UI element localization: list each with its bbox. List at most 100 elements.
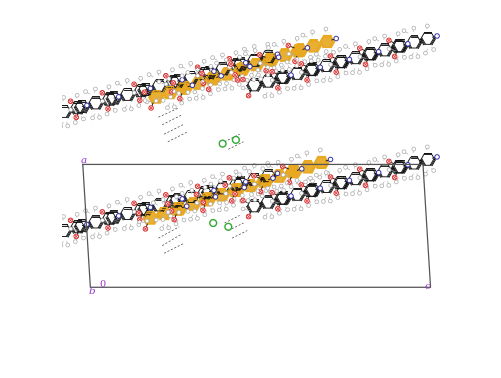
Circle shape [295,36,299,40]
Polygon shape [157,208,170,220]
Circle shape [246,93,250,98]
Circle shape [148,86,152,91]
Circle shape [211,188,216,193]
Circle shape [85,103,89,108]
Circle shape [171,81,175,85]
Circle shape [382,34,386,38]
Circle shape [272,185,276,189]
Circle shape [372,158,376,161]
Circle shape [180,192,184,195]
Circle shape [299,62,303,66]
Circle shape [52,98,56,102]
Circle shape [85,222,89,227]
Polygon shape [293,44,306,56]
Circle shape [256,189,260,193]
Circle shape [288,73,293,77]
Circle shape [98,116,101,119]
Circle shape [249,192,253,196]
Polygon shape [285,166,299,178]
Circle shape [328,54,332,58]
Circle shape [272,66,276,70]
Circle shape [304,199,309,203]
Polygon shape [233,64,247,75]
Circle shape [74,115,78,119]
Circle shape [386,168,390,172]
Circle shape [281,173,285,177]
Circle shape [222,183,227,187]
Circle shape [240,198,244,203]
Circle shape [195,67,199,71]
Polygon shape [176,82,190,94]
Circle shape [245,78,248,82]
Polygon shape [172,203,186,215]
Circle shape [188,217,192,221]
Circle shape [169,90,173,94]
Circle shape [228,62,232,67]
Circle shape [353,163,357,167]
Circle shape [285,60,289,64]
Circle shape [318,148,322,152]
Circle shape [270,70,274,74]
Circle shape [252,182,256,186]
Circle shape [200,200,205,204]
Circle shape [276,160,280,164]
Circle shape [376,50,380,54]
Circle shape [224,58,228,62]
Circle shape [266,65,269,69]
Circle shape [208,92,212,96]
Circle shape [328,157,332,162]
Circle shape [266,163,270,167]
Circle shape [91,235,94,239]
Circle shape [364,188,368,192]
Circle shape [217,82,221,86]
Circle shape [337,169,341,172]
Circle shape [237,55,241,59]
Circle shape [306,82,310,86]
Circle shape [392,54,396,59]
Circle shape [287,180,291,184]
Circle shape [328,199,332,203]
Circle shape [285,181,289,185]
Circle shape [137,98,142,102]
Circle shape [52,217,56,221]
Circle shape [256,73,260,77]
Circle shape [335,196,339,200]
Circle shape [179,64,182,68]
Circle shape [386,183,390,187]
Circle shape [59,124,63,128]
Polygon shape [229,184,243,196]
Polygon shape [287,165,301,177]
Circle shape [317,186,322,191]
Circle shape [100,99,104,103]
Circle shape [232,197,235,201]
Circle shape [210,175,214,178]
Circle shape [137,220,141,223]
Circle shape [344,71,347,75]
Circle shape [240,77,244,82]
Circle shape [154,99,158,103]
Circle shape [277,90,281,94]
Circle shape [325,171,329,175]
Circle shape [201,96,204,99]
Circle shape [229,86,233,90]
Circle shape [281,189,285,192]
Circle shape [261,167,264,170]
Circle shape [195,193,199,197]
Circle shape [160,227,163,231]
Polygon shape [262,54,276,66]
Circle shape [219,140,225,147]
Circle shape [179,183,182,187]
Circle shape [270,191,274,195]
Circle shape [166,226,170,230]
Circle shape [256,68,260,72]
Circle shape [161,99,165,102]
Circle shape [174,222,177,226]
Circle shape [317,65,322,70]
Circle shape [295,57,298,61]
Circle shape [256,192,260,196]
Circle shape [100,209,104,214]
Circle shape [179,197,184,201]
Circle shape [154,218,158,222]
Circle shape [192,90,196,94]
Circle shape [266,46,270,50]
